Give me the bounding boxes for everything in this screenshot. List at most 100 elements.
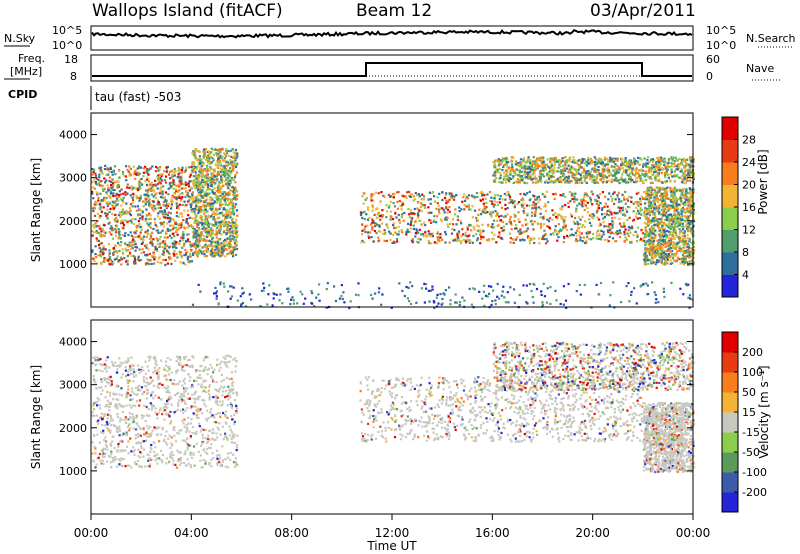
data-cell: [574, 198, 577, 201]
data-cell: [607, 167, 610, 170]
data-cell: [157, 201, 160, 204]
data-cell: [156, 215, 160, 218]
data-cell: [168, 170, 172, 173]
data-cell: [200, 189, 203, 192]
data-cell: [217, 184, 220, 187]
data-cell: [568, 158, 571, 161]
data-cell: [653, 239, 656, 242]
data-cell: [610, 173, 613, 176]
data-cell: [681, 180, 684, 183]
data-cell: [501, 181, 504, 184]
data-cell: [176, 233, 179, 236]
data-cell: [657, 174, 660, 177]
data-cell: [568, 179, 571, 182]
data-cell: [234, 148, 238, 152]
data-cell: [146, 214, 149, 217]
data-cell: [227, 223, 230, 226]
data-cell: [567, 205, 570, 209]
data-cell: [436, 231, 440, 234]
data-cell: [509, 215, 512, 218]
data-cell: [538, 242, 541, 245]
data-cell: [195, 159, 199, 162]
data-cell: [209, 196, 212, 199]
data-cell: [492, 226, 496, 229]
data-cell: [433, 195, 436, 198]
data-cell: [665, 190, 668, 193]
data-cell: [235, 226, 238, 229]
data-cell: [678, 166, 681, 169]
data-cell: [200, 172, 203, 175]
data-cell: [131, 239, 134, 242]
data-cell: [188, 260, 192, 263]
data-cell: [692, 251, 695, 254]
data-cell: [562, 173, 565, 176]
data-cell: [617, 167, 620, 170]
data-cell: [166, 227, 169, 231]
data-cell: [132, 173, 135, 176]
data-cell: [549, 160, 552, 163]
data-cell: [159, 187, 162, 190]
data-cell: [467, 205, 470, 208]
data-cell: [516, 164, 519, 167]
data-cell: [581, 240, 584, 243]
data-cell: [436, 202, 439, 205]
data-cell: [95, 237, 98, 240]
data-cell: [181, 183, 184, 186]
data-cell: [203, 155, 206, 158]
data-cell: [203, 180, 206, 184]
data-cell: [235, 230, 238, 234]
data-cell: [666, 164, 669, 167]
data-cell: [644, 202, 647, 205]
data-cell: [621, 166, 624, 170]
data-cell: [369, 196, 373, 199]
data-cell: [130, 234, 133, 237]
data-cell: [475, 192, 479, 195]
data-cell: [642, 181, 645, 185]
data-cell: [212, 241, 215, 244]
data-cell: [419, 205, 423, 208]
data-cell: [194, 154, 197, 157]
data-cell: [583, 241, 587, 245]
data-cell: [389, 232, 392, 235]
data-cell: [194, 232, 197, 235]
data-cell: [596, 162, 599, 166]
data-cell: [234, 244, 237, 247]
data-cell: [546, 158, 549, 161]
data-cell: [667, 176, 670, 179]
data-cell: [215, 201, 218, 204]
data-cell: [654, 263, 657, 266]
data-cell: [232, 165, 235, 168]
data-cell: [125, 260, 128, 263]
data-cell: [679, 197, 682, 200]
data-cell: [555, 215, 558, 219]
data-cell: [613, 232, 616, 235]
data-cell: [218, 231, 221, 234]
data-cell: [112, 182, 115, 185]
data-cell: [414, 220, 417, 224]
data-cell: [232, 210, 235, 213]
data-cell: [410, 239, 414, 243]
data-cell: [656, 218, 659, 221]
data-cell: [149, 217, 152, 220]
data-cell: [679, 216, 682, 219]
data-cell: [492, 161, 495, 164]
data-cell: [104, 212, 107, 215]
data-cell: [616, 157, 620, 160]
data-cell: [692, 158, 695, 161]
data-cell: [133, 194, 136, 197]
data-cell: [487, 239, 490, 242]
data-cell: [164, 191, 168, 194]
data-cell: [217, 241, 220, 245]
data-cell: [145, 183, 149, 186]
data-cell: [223, 199, 226, 202]
data-cell: [100, 180, 103, 183]
data-cell: [552, 175, 555, 178]
data-cell: [229, 189, 232, 192]
data-cell: [183, 209, 186, 212]
data-cell: [196, 251, 199, 254]
data-cell: [216, 149, 219, 152]
data-cell: [233, 229, 236, 232]
data-cell: [552, 233, 555, 236]
data-cell: [382, 194, 385, 197]
data-cell: [660, 156, 663, 159]
